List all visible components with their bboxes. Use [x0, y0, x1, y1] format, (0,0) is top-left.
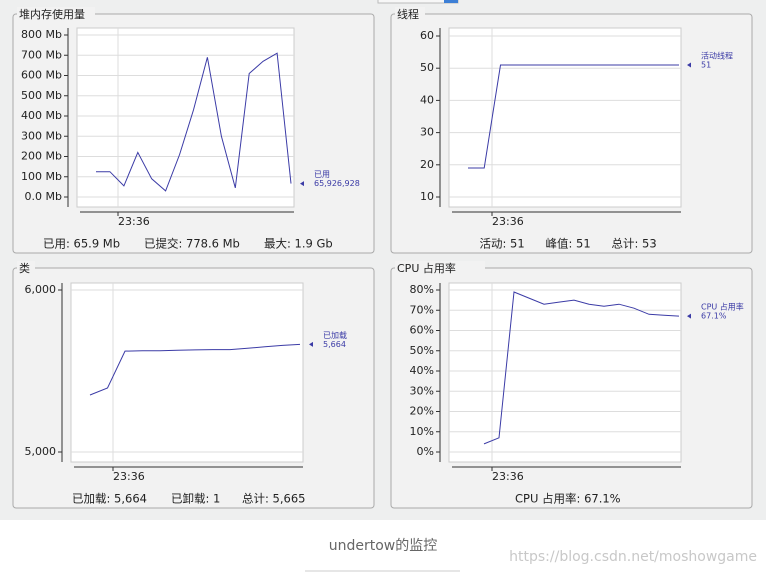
- panel-title-bg: [17, 261, 35, 275]
- y-tick-label: 60: [420, 29, 434, 42]
- end-label: 65,926,928: [314, 179, 360, 188]
- top-button-accent: [444, 0, 458, 3]
- summary-item: 总计: 5,665: [242, 492, 305, 506]
- summary-item: 已加载: 5,664: [72, 492, 147, 506]
- y-tick-label: 800 Mb: [21, 28, 62, 41]
- panel-title-bg: [395, 7, 425, 21]
- y-tick-label: 40: [420, 93, 434, 106]
- panel-title-bg: [395, 261, 485, 275]
- y-tick-label: 0%: [417, 445, 434, 458]
- series-line: [89, 343, 301, 396]
- y-tick-label: 600 Mb: [21, 69, 62, 82]
- summary-item: 总计: 53: [612, 237, 657, 251]
- summary-item: 活动: 51: [480, 237, 525, 251]
- y-tick-label: 100 Mb: [21, 170, 62, 183]
- legend-marker: [300, 181, 304, 187]
- y-tick-label: 700 Mb: [21, 48, 62, 61]
- summary-item: 已提交: 778.6 Mb: [144, 237, 240, 251]
- end-label: 67.1%: [701, 312, 727, 321]
- legend-marker: [687, 62, 691, 68]
- legend-name: 已用: [314, 170, 330, 179]
- x-tick-label: 23:36: [492, 470, 524, 483]
- panel-title-bg: [17, 7, 95, 21]
- plot-area: [448, 27, 682, 208]
- y-tick-label: 6,000: [25, 283, 57, 296]
- legend-marker: [687, 313, 691, 319]
- y-tick-label: 30: [420, 126, 434, 139]
- y-tick-label: 40%: [410, 364, 434, 377]
- series-line: [96, 52, 292, 192]
- x-tick-label: 23:36: [492, 215, 524, 228]
- summary-item: CPU 占用率: 67.1%: [515, 492, 621, 506]
- y-tick-label: 60%: [410, 324, 434, 337]
- series-line: [483, 291, 680, 445]
- panel-title: 线程: [397, 7, 419, 21]
- panel-title: 堆内存使用量: [19, 7, 85, 21]
- legend-marker: [309, 341, 313, 347]
- x-tick-label: 23:36: [118, 215, 150, 228]
- end-label: 5,664: [323, 340, 346, 349]
- y-tick-label: 80%: [410, 283, 434, 296]
- summary-item: 已用: 65.9 Mb: [43, 237, 120, 251]
- series-line: [468, 64, 679, 169]
- y-tick-label: 400 Mb: [21, 109, 62, 122]
- summary-item: 峰值: 51: [546, 237, 591, 251]
- y-tick-label: 20%: [410, 405, 434, 418]
- top-button[interactable]: [377, 0, 459, 4]
- x-tick-label: 23:36: [113, 470, 145, 483]
- y-tick-label: 500 Mb: [21, 89, 62, 102]
- y-tick-label: 20: [420, 158, 434, 171]
- y-tick-label: 50: [420, 61, 434, 74]
- caption: undertow的监控: [329, 538, 438, 554]
- y-tick-label: 70%: [410, 303, 434, 316]
- end-label: 51: [701, 60, 711, 69]
- y-tick-label: 50%: [410, 344, 434, 357]
- y-tick-label: 30%: [410, 384, 434, 397]
- legend-name: CPU 占用率: [701, 302, 744, 312]
- summary-item: 已卸载: 1: [171, 492, 220, 506]
- y-tick-label: 0.0 Mb: [25, 190, 62, 203]
- plot-area: [70, 282, 304, 463]
- panel-title: CPU 占用率: [397, 261, 456, 275]
- legend-name: 已加载: [323, 330, 347, 340]
- y-tick-label: 300 Mb: [21, 129, 62, 142]
- watermark: https://blog.csdn.net/moshowgame: [509, 549, 757, 565]
- y-tick-label: 200 Mb: [21, 150, 62, 163]
- y-tick-label: 10: [420, 190, 434, 203]
- y-tick-label: 5,000: [25, 445, 57, 458]
- summary-item: 最大: 1.9 Gb: [264, 237, 333, 251]
- panel-title: 类: [19, 261, 30, 275]
- y-tick-label: 10%: [410, 425, 434, 438]
- legend-name: 活动线程: [701, 50, 733, 60]
